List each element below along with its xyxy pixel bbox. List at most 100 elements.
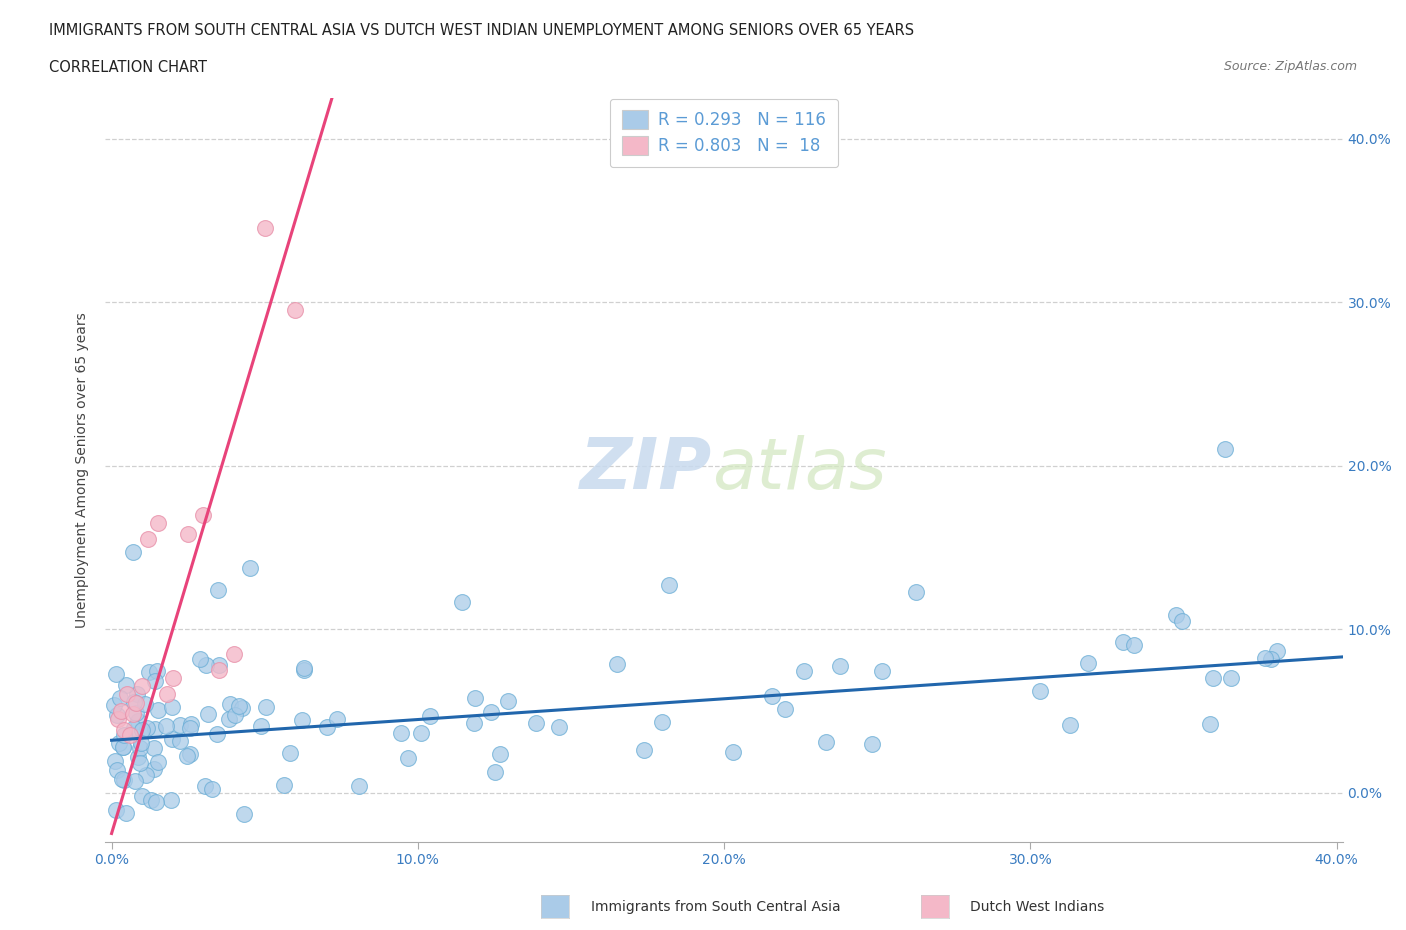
Point [1220,671,1243,685]
Point [125,686,148,701]
Point [111,739,134,754]
Point [122,707,145,722]
Point [155,718,177,733]
Text: Dutch West Indians: Dutch West Indians [970,899,1104,914]
Point [411,725,433,740]
Point [284,303,307,318]
Point [633,743,655,758]
Point [451,594,474,609]
Point [292,660,315,675]
Point [208,658,231,672]
Text: CORRELATION CHART: CORRELATION CHART [49,60,207,75]
Point [239,560,262,575]
Point [134,697,156,711]
Point [195,658,218,673]
Text: Immigrants from South Central Asia: Immigrants from South Central Asia [591,899,841,914]
Point [115,678,138,693]
Point [463,716,485,731]
Point [870,664,893,679]
Point [162,671,184,685]
Point [651,714,673,729]
Point [112,740,135,755]
Point [125,706,148,721]
Point [146,754,169,769]
Point [135,721,157,736]
Point [1215,442,1237,457]
Point [793,664,815,679]
Point [176,748,198,763]
Point [160,792,183,807]
Point [124,774,146,789]
Point [254,699,277,714]
Point [326,711,349,726]
Point [723,745,745,760]
Point [396,751,419,765]
Point [160,732,183,747]
Point [142,762,165,777]
Point [146,702,169,717]
Point [180,716,202,731]
Point [761,688,783,703]
Point [1265,644,1288,658]
Point [188,651,211,666]
Point [273,777,295,792]
Point [464,690,486,705]
Point [815,735,838,750]
Point [131,679,153,694]
Y-axis label: Unemployment Among Seniors over 65 years: Unemployment Among Seniors over 65 years [76,312,90,628]
Point [107,711,129,726]
Point [1198,716,1220,731]
Point [103,698,125,712]
Point [1122,637,1144,652]
Point [127,750,149,764]
Point [1164,607,1187,622]
Point [548,719,571,734]
Point [419,709,441,724]
Point [291,712,314,727]
Point [143,721,166,736]
Point [208,662,231,677]
Point [124,695,146,710]
Point [489,746,512,761]
Point [112,773,135,788]
Point [1260,652,1282,667]
Point [112,727,135,742]
Text: Source: ZipAtlas.com: Source: ZipAtlas.com [1223,60,1357,73]
Point [135,768,157,783]
Point [207,582,229,597]
Point [114,805,136,820]
Point [179,746,201,761]
Point [231,700,253,715]
Point [197,706,219,721]
Point [107,736,129,751]
Point [104,753,127,768]
Point [605,656,627,671]
Point [112,723,135,737]
Point [129,755,152,770]
Legend: R = 0.293   N = 116, R = 0.803   N =  18: R = 0.293 N = 116, R = 0.803 N = 18 [610,99,838,167]
Point [484,764,506,779]
Point [498,694,520,709]
Text: atlas: atlas [711,435,886,504]
Point [194,779,217,794]
Point [219,697,242,711]
Point [118,728,141,743]
Point [179,721,201,736]
Point [292,662,315,677]
Point [1254,650,1277,665]
Point [127,713,149,728]
Point [1170,613,1192,628]
Point [222,646,245,661]
Point [201,781,224,796]
Point [115,687,138,702]
Point [145,794,167,809]
Point [136,532,159,547]
Point [1077,656,1099,671]
Point [773,702,796,717]
Point [131,723,153,737]
Point [177,526,200,541]
Point [122,721,145,736]
Point [658,578,681,592]
Point [349,779,371,794]
Point [146,515,169,530]
